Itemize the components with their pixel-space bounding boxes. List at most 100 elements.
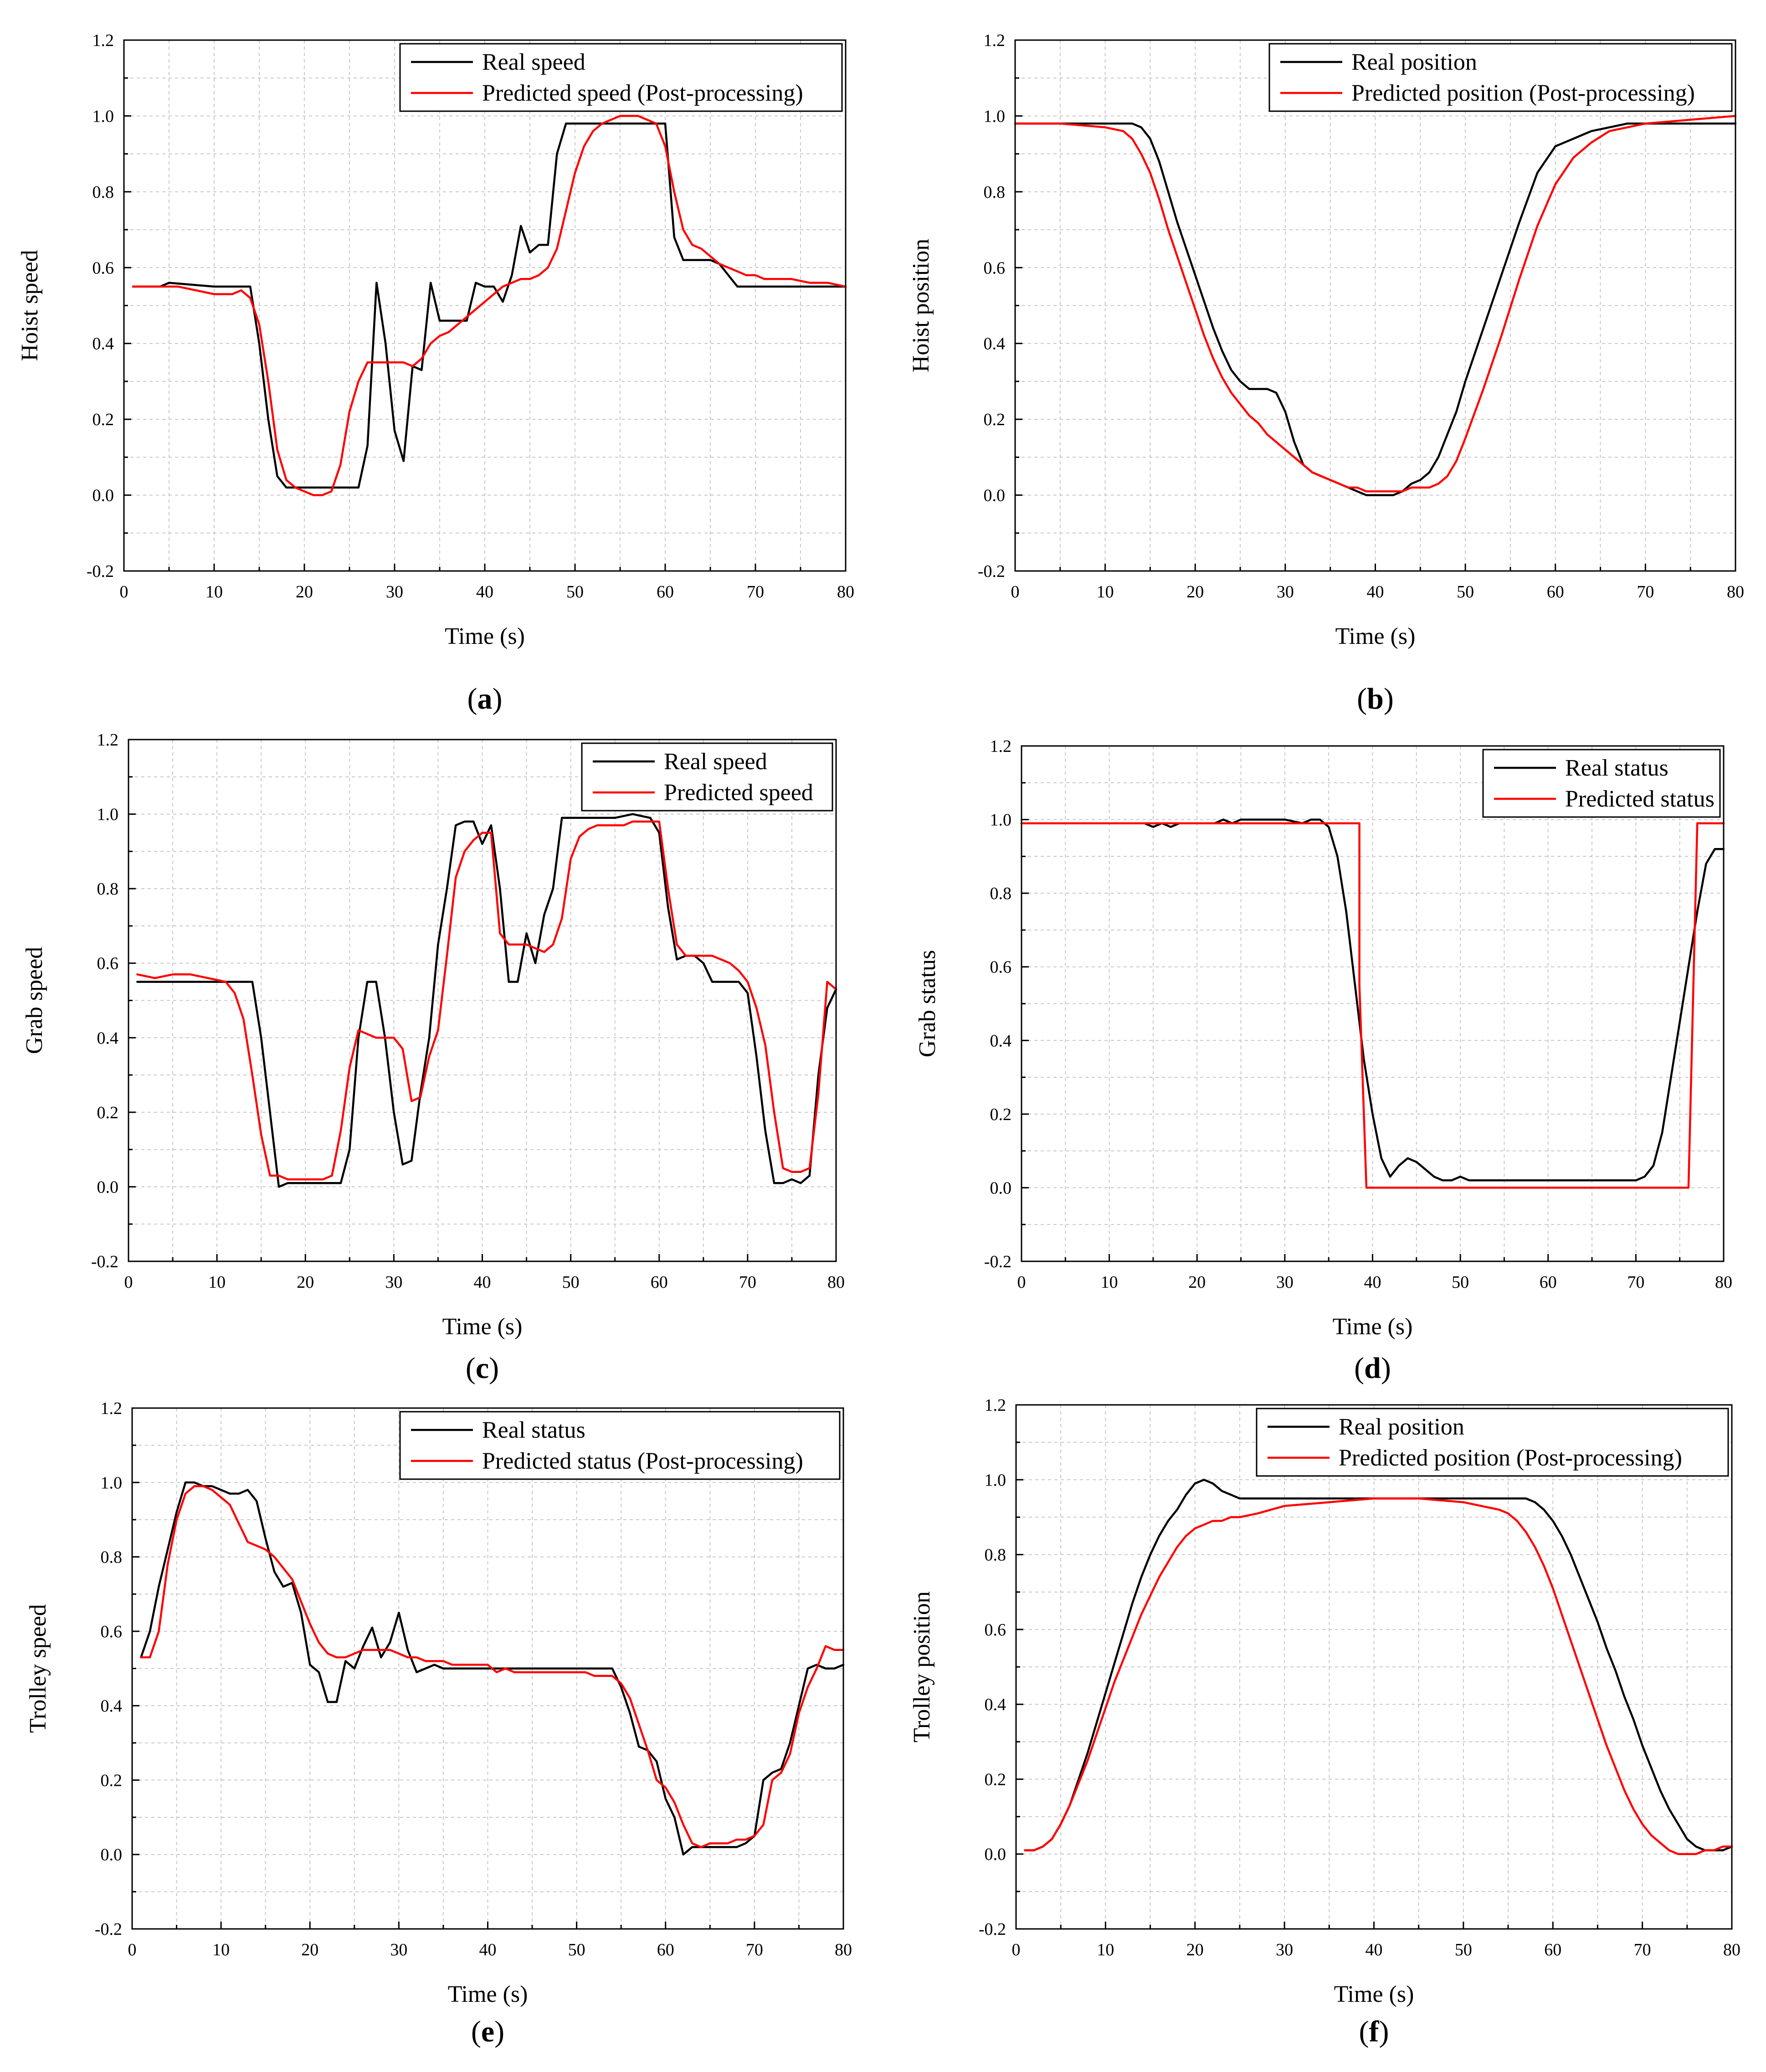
x-axis-title: Time (s) bbox=[1335, 623, 1416, 649]
x-tick-label: 10 bbox=[208, 1273, 226, 1292]
chart-panel-d: 0 10 20 30 40 50 60 70 80 -0.2 0.0 0.2 0.4 0.6 0.8 1.0 1… bbox=[914, 737, 1732, 1385]
y-tick-label: 0.8 bbox=[101, 1548, 123, 1567]
y-axis-title: Trolley position bbox=[909, 1591, 935, 1743]
series-line-real bbox=[132, 122, 847, 489]
y-tick-label: 0.8 bbox=[990, 884, 1012, 903]
series-line-real bbox=[140, 1481, 845, 1856]
y-tick-label: 1.2 bbox=[101, 1399, 123, 1418]
panel-label: (c) bbox=[466, 1352, 499, 1385]
legend-box bbox=[581, 742, 833, 812]
chart-panel-f: 0 10 20 30 40 50 60 70 80 -0.2 0.0 0.2 0.4 0.6 0.8 1.0 1… bbox=[909, 1396, 1740, 2048]
x-tick-label: 30 bbox=[1276, 1940, 1293, 1959]
y-tick-label: 0.4 bbox=[97, 1028, 119, 1048]
x-tick-label: 0 bbox=[1011, 582, 1020, 602]
x-tick-label: 40 bbox=[1367, 582, 1384, 602]
legend-label: Real speed bbox=[664, 749, 767, 775]
series-line-predicted bbox=[132, 115, 847, 496]
y-axis-title: Grab status bbox=[914, 950, 940, 1057]
x-tick-label: 70 bbox=[1627, 1273, 1644, 1292]
y-axis-title: Hoist position bbox=[908, 239, 934, 372]
legend-label: Predicted speed bbox=[664, 780, 813, 806]
panel-label: (b) bbox=[1357, 682, 1394, 715]
x-tick-label: 30 bbox=[390, 1940, 407, 1959]
series-line-predicted bbox=[1020, 822, 1725, 1189]
x-tick-label: 30 bbox=[385, 1273, 402, 1292]
x-tick-label: 40 bbox=[479, 1940, 497, 1959]
y-tick-label: 0.8 bbox=[984, 183, 1006, 202]
x-tick-label: 20 bbox=[301, 1940, 318, 1959]
legend: Real speed Predicted speed bbox=[581, 742, 833, 812]
legend-label: Real position bbox=[1351, 49, 1477, 75]
legend: Real position Predicted position (Post-pr… bbox=[1256, 1408, 1729, 1477]
plot-frame bbox=[1021, 745, 1725, 1262]
y-tick-label: 0.4 bbox=[984, 334, 1006, 354]
x-tick-label: 80 bbox=[1723, 1940, 1740, 1959]
y-tick-label: 0.6 bbox=[990, 958, 1012, 977]
x-tick-label: 60 bbox=[657, 1940, 674, 1959]
x-tick-label: 20 bbox=[1186, 1940, 1204, 1959]
x-axis-title: Time (s) bbox=[1334, 1981, 1414, 2007]
legend: Real position Predicted position (Post-pr… bbox=[1268, 43, 1733, 112]
y-tick-label: -0.2 bbox=[984, 1252, 1011, 1271]
x-tick-label: 80 bbox=[835, 1940, 852, 1959]
plot-frame bbox=[1015, 1404, 1733, 1930]
y-tick-label: 0.0 bbox=[990, 1178, 1012, 1198]
y-tick-label: 1.0 bbox=[990, 811, 1012, 830]
y-axis-title: Grab speed bbox=[21, 947, 47, 1054]
x-tick-label: 10 bbox=[1101, 1273, 1118, 1292]
y-tick-label: 0.6 bbox=[97, 954, 119, 973]
legend-box bbox=[1268, 43, 1733, 112]
x-tick-label: 80 bbox=[1715, 1273, 1732, 1292]
x-tick-label: 10 bbox=[1097, 1940, 1114, 1959]
y-tick-label: 1.0 bbox=[984, 107, 1006, 126]
y-tick-label: 0.2 bbox=[92, 410, 114, 429]
x-tick-label: 70 bbox=[747, 582, 764, 602]
y-tick-label: -0.2 bbox=[979, 1920, 1006, 1939]
chart-panel-a: 0 10 20 30 40 50 60 70 80 -0.2 0.0 0.2 0.4 0.6 0.8 1.0 1… bbox=[17, 31, 854, 715]
y-tick-label: 1.2 bbox=[985, 1396, 1006, 1415]
legend-label: Predicted status bbox=[1565, 786, 1715, 812]
x-tick-label: 50 bbox=[562, 1273, 580, 1292]
grid bbox=[132, 1408, 843, 1929]
x-tick-label: 60 bbox=[657, 582, 674, 602]
x-tick-label: 50 bbox=[566, 582, 584, 602]
y-axis-title: Hoist speed bbox=[17, 250, 43, 361]
y-tick-label: 0.6 bbox=[101, 1622, 123, 1641]
x-tick-label: 60 bbox=[1540, 1273, 1557, 1292]
y-tick-label: 0.2 bbox=[985, 1770, 1006, 1789]
series-line-predicted bbox=[1014, 115, 1737, 493]
y-tick-label: 0.2 bbox=[990, 1105, 1012, 1124]
x-axis-title: Time (s) bbox=[1333, 1314, 1413, 1340]
y-tick-label: 1.2 bbox=[92, 31, 114, 50]
y-tick-label: 0.4 bbox=[990, 1031, 1012, 1050]
x-tick-label: 70 bbox=[746, 1940, 763, 1959]
plot-frame bbox=[1014, 39, 1736, 572]
legend: Real status Predicted status bbox=[1482, 749, 1721, 818]
y-tick-label: 0.0 bbox=[97, 1177, 119, 1197]
x-tick-label: 10 bbox=[212, 1940, 230, 1959]
x-tick-label: 30 bbox=[1276, 1273, 1294, 1292]
plot-frame bbox=[123, 39, 847, 572]
legend-label: Real status bbox=[482, 1417, 585, 1443]
plot-frame bbox=[131, 1407, 844, 1930]
chart-panel-e: 0 10 20 30 40 50 60 70 80 -0.2 0.0 0.2 0.4 0.6 0.8 1.0 1… bbox=[25, 1399, 852, 2048]
series-line-predicted bbox=[136, 820, 837, 1181]
x-axis-title: Time (s) bbox=[448, 1981, 528, 2007]
x-tick-label: 40 bbox=[1366, 1940, 1383, 1959]
y-tick-label: 1.2 bbox=[984, 31, 1006, 50]
y-tick-label: -0.2 bbox=[87, 562, 114, 581]
x-tick-label: 0 bbox=[124, 1273, 133, 1292]
y-tick-label: 1.0 bbox=[101, 1473, 123, 1492]
x-tick-label: 0 bbox=[128, 1940, 137, 1959]
grid bbox=[1016, 1405, 1732, 1929]
x-tick-label: 20 bbox=[296, 582, 313, 602]
panel-label: (f) bbox=[1359, 2015, 1389, 2048]
y-tick-label: 0.4 bbox=[101, 1697, 123, 1716]
y-tick-label: 0.0 bbox=[92, 486, 114, 505]
legend-label: Real speed bbox=[482, 49, 585, 75]
y-axis-title: Trolley speed bbox=[25, 1604, 51, 1733]
panel-label: (a) bbox=[467, 682, 503, 715]
panel-label: (d) bbox=[1354, 1352, 1391, 1385]
x-axis-title: Time (s) bbox=[445, 623, 525, 649]
